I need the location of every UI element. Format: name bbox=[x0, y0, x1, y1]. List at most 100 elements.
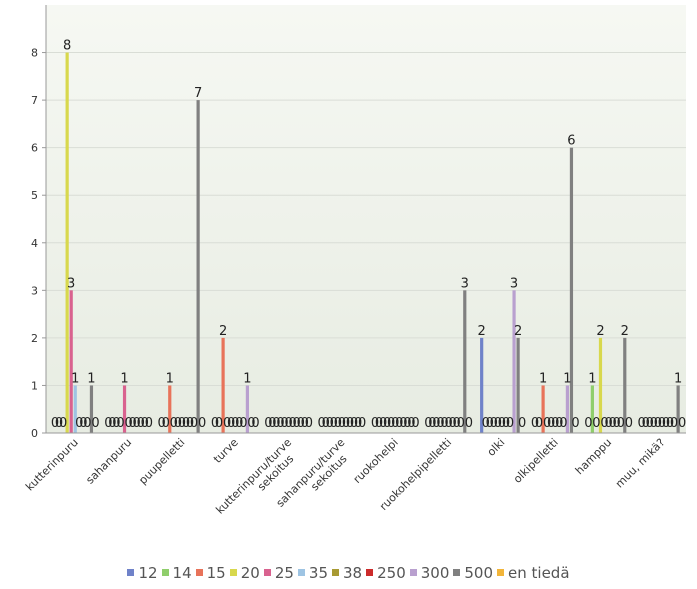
data-label: 3 bbox=[461, 276, 469, 291]
legend-label: 35 bbox=[308, 564, 329, 582]
zero-label: 0 bbox=[358, 416, 366, 431]
x-category-label: kutterinpuru bbox=[23, 436, 81, 494]
legend-swatch bbox=[297, 569, 305, 576]
zero-label: 0 bbox=[543, 416, 551, 431]
bar bbox=[122, 385, 127, 433]
zero-label: 0 bbox=[108, 416, 116, 431]
legend-label: 12 bbox=[138, 564, 158, 582]
zero-label: 0 bbox=[235, 416, 243, 431]
data-label: 1 bbox=[87, 371, 95, 386]
zero-label: 0 bbox=[531, 416, 539, 431]
legend-item[interactable]: 300 bbox=[409, 564, 450, 582]
zero-label: 0 bbox=[350, 416, 358, 431]
bar bbox=[676, 385, 680, 433]
zero-label: 0 bbox=[162, 416, 170, 431]
legend-swatch bbox=[332, 569, 340, 576]
x-category-label: turve bbox=[211, 436, 241, 466]
zero-label: 0 bbox=[457, 416, 465, 431]
zero-label: 0 bbox=[662, 416, 670, 431]
zero-label: 0 bbox=[608, 416, 616, 431]
legend-swatch bbox=[127, 569, 135, 576]
zero-label: 0 bbox=[387, 416, 395, 431]
zero-label: 0 bbox=[498, 416, 506, 431]
zero-label: 0 bbox=[448, 416, 456, 431]
zero-label: 0 bbox=[128, 416, 136, 431]
zero-label: 0 bbox=[444, 416, 452, 431]
legend-item[interactable]: 500 bbox=[453, 564, 493, 582]
bar bbox=[73, 385, 77, 433]
x-category-label: puupelletti bbox=[136, 436, 187, 487]
zero-label: 0 bbox=[613, 416, 621, 431]
zero-label: 0 bbox=[116, 416, 124, 431]
bar bbox=[565, 385, 569, 433]
zero-label: 0 bbox=[666, 416, 674, 431]
zero-label: 0 bbox=[322, 416, 330, 431]
bar bbox=[221, 337, 225, 433]
zero-label: 0 bbox=[371, 416, 379, 431]
data-label: 1 bbox=[120, 371, 128, 386]
x-category-label: muu, mikä? bbox=[613, 436, 668, 491]
zero-label: 0 bbox=[326, 416, 334, 431]
gridlines bbox=[46, 52, 686, 386]
zero-label: 0 bbox=[133, 416, 141, 431]
zero-label: 0 bbox=[251, 416, 259, 431]
zero-label: 0 bbox=[625, 416, 633, 431]
zero-label: 0 bbox=[407, 416, 415, 431]
legend-item[interactable]: 25 bbox=[263, 564, 294, 582]
zero-label: 0 bbox=[211, 416, 219, 431]
legend-item[interactable]: en tiedä bbox=[497, 564, 570, 582]
x-category-label-text: sahanpuru bbox=[83, 436, 134, 487]
bar bbox=[196, 100, 200, 433]
zero-label: 0 bbox=[264, 416, 272, 431]
x-category-label: olkipelletti bbox=[511, 436, 561, 486]
bar bbox=[569, 147, 574, 433]
zero-label: 0 bbox=[604, 416, 612, 431]
legend-item[interactable]: 38 bbox=[332, 564, 362, 582]
legend-item[interactable]: 250 bbox=[366, 564, 406, 582]
data-label: 1 bbox=[539, 371, 547, 386]
zero-label: 0 bbox=[592, 416, 600, 431]
data-label: 2 bbox=[621, 324, 629, 339]
x-category-label: hamppu bbox=[573, 436, 614, 477]
zero-label: 0 bbox=[482, 416, 490, 431]
zero-label: 0 bbox=[395, 416, 403, 431]
y-tick-label: 5 bbox=[31, 189, 38, 202]
zero-label: 0 bbox=[518, 416, 526, 431]
zero-label: 0 bbox=[494, 416, 502, 431]
legend-swatch bbox=[263, 569, 271, 576]
legend-item[interactable]: 20 bbox=[229, 564, 260, 582]
x-category-label-text: hamppu bbox=[573, 436, 614, 477]
legend-label: 300 bbox=[420, 564, 450, 582]
y-axis-ticks: 0 1 2 3 4 5 6 7 8 bbox=[31, 47, 46, 440]
legend-item[interactable]: 35 bbox=[297, 564, 329, 582]
zero-label: 0 bbox=[272, 416, 280, 431]
zero-label: 0 bbox=[535, 416, 543, 431]
bar bbox=[598, 337, 603, 433]
data-label: 3 bbox=[67, 276, 75, 291]
zero-label: 0 bbox=[223, 416, 231, 431]
bar bbox=[245, 385, 249, 433]
zero-label: 0 bbox=[158, 416, 166, 431]
data-label: 2 bbox=[219, 324, 227, 339]
zero-label: 0 bbox=[490, 416, 498, 431]
zero-label: 0 bbox=[75, 416, 83, 431]
zero-label: 0 bbox=[646, 416, 654, 431]
zero-label: 0 bbox=[502, 416, 510, 431]
zero-label: 0 bbox=[280, 416, 288, 431]
zero-label: 0 bbox=[486, 416, 494, 431]
legend-item[interactable]: 12 bbox=[127, 564, 158, 582]
zero-label: 0 bbox=[83, 416, 91, 431]
plot-area bbox=[46, 5, 686, 433]
legend-label: 38 bbox=[343, 564, 363, 582]
zero-label: 0 bbox=[301, 416, 309, 431]
legend: 12 14 15 20 25 35 38 250 300 500 en tiedä bbox=[0, 564, 697, 582]
legend-label: 500 bbox=[464, 564, 494, 582]
data-label: 1 bbox=[243, 371, 251, 386]
zero-label: 0 bbox=[145, 416, 153, 431]
bar bbox=[480, 337, 484, 433]
x-category-label-text: olki bbox=[485, 436, 508, 459]
legend-item[interactable]: 15 bbox=[195, 564, 226, 582]
legend-item[interactable]: 14 bbox=[161, 564, 192, 582]
x-category-label-text: ruokohelpi bbox=[351, 436, 401, 486]
